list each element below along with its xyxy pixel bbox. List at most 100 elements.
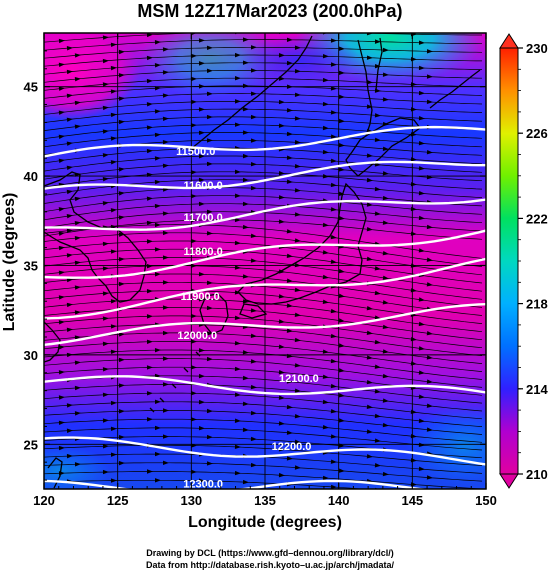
wind-arrow — [426, 74, 433, 79]
wind-arrow — [146, 55, 153, 61]
streamline — [44, 33, 482, 43]
blue-patch-north — [240, 35, 360, 85]
axis-ticks: 120 125 130 135 140 145 150 25 30 35 40 45 — [24, 33, 497, 508]
wind-arrow — [278, 294, 285, 299]
wind-arrow — [286, 379, 293, 384]
wind-arrow — [426, 257, 433, 262]
warm-patch-south-west — [44, 445, 110, 489]
wind-arrow — [154, 425, 161, 431]
wind-arrow — [206, 68, 213, 74]
wind-arrow — [278, 319, 285, 324]
wind-arrow — [198, 84, 205, 89]
wind-arrow — [74, 221, 81, 226]
y-tick-label-40: 40 — [24, 169, 38, 184]
wind-arrow — [366, 454, 373, 459]
plot-area: 11500.0 11600.0 11700.0 11800.0 11900.0 12000… — [44, 33, 486, 489]
wind-arrow — [366, 355, 373, 360]
wind-arrow — [58, 345, 65, 350]
wind-arrow — [102, 82, 109, 87]
wind-arrow — [162, 280, 169, 285]
streamline — [44, 85, 483, 99]
contour-label-12000.0: 12000.0 — [177, 330, 217, 342]
streamline — [44, 46, 483, 59]
wind-arrow — [286, 253, 293, 259]
wind-arrow — [330, 234, 337, 240]
wind-arrow — [322, 54, 329, 59]
contour-label-11600.0: 11600.0 — [184, 180, 223, 192]
wind-arrow — [242, 83, 249, 89]
wind-arrow — [146, 102, 153, 107]
contour-line-11900.0 — [44, 257, 486, 320]
chinese-coast-south — [44, 321, 61, 363]
wind-arrow — [330, 383, 337, 389]
streamline — [44, 232, 483, 267]
wind-arrow — [374, 389, 381, 394]
wind-arrow — [110, 112, 117, 118]
wind-arrow — [118, 215, 125, 220]
wind-arrow — [242, 427, 249, 433]
colorbar-max-arrow — [499, 33, 519, 49]
wind-arrow — [250, 359, 257, 364]
wind-arrow — [74, 100, 81, 106]
streamline — [44, 187, 483, 207]
wind-arrow — [154, 179, 161, 185]
wind-arrow — [330, 207, 337, 212]
wind-arrow — [146, 365, 153, 370]
wind-arrow — [374, 39, 381, 44]
wind-arrow — [154, 86, 161, 91]
streamline — [44, 324, 483, 357]
wind-arrow — [102, 266, 109, 271]
wind-arrow — [58, 420, 65, 425]
wind-arrow — [418, 215, 425, 221]
wind-arrow — [322, 222, 329, 228]
streamline — [44, 39, 483, 51]
wind-arrow — [382, 373, 389, 379]
wind-arrow — [322, 425, 329, 430]
wind-arrow — [102, 392, 109, 398]
wind-arrow — [278, 370, 285, 375]
wind-arrow — [286, 84, 293, 89]
wind-arrow — [206, 138, 213, 143]
wind-arrow — [330, 110, 337, 115]
wind-arrow — [58, 295, 65, 300]
wind-arrow — [286, 303, 293, 308]
wind-arrow — [66, 214, 73, 219]
streamline — [44, 341, 483, 372]
wind-arrow — [250, 384, 257, 390]
streamline — [44, 265, 483, 300]
wind-arrow — [322, 299, 329, 304]
wind-arrow — [58, 86, 65, 91]
wind-arrow — [102, 291, 109, 296]
wind-arrow — [294, 363, 301, 368]
wind-arrow — [154, 156, 161, 161]
wind-arrow — [294, 388, 301, 393]
wind-arrow — [190, 218, 197, 223]
wind-arrow — [234, 470, 241, 476]
wind-arrow — [190, 238, 197, 244]
wind-arrow — [338, 318, 345, 323]
wind-arrow — [294, 212, 301, 217]
wind-arrow — [110, 89, 117, 94]
wind-arrow — [330, 434, 337, 439]
wind-arrow — [162, 139, 169, 145]
wind-arrow — [294, 312, 301, 318]
wind-arrow — [330, 134, 337, 139]
wind-arrow — [410, 336, 417, 342]
wind-arrow — [234, 52, 241, 58]
wind-arrow — [118, 383, 125, 388]
wind-arrow — [294, 414, 301, 419]
wind-arrow — [286, 229, 293, 234]
wind-arrow — [338, 368, 345, 373]
wind-arrow — [250, 308, 257, 313]
wind-arrow — [366, 379, 373, 385]
wind-arrow — [250, 410, 257, 416]
wind-arrow — [278, 269, 285, 274]
wind-arrow — [162, 70, 169, 75]
wind-arrow — [418, 442, 425, 448]
wind-arrow — [330, 259, 337, 264]
wind-arrow — [278, 447, 285, 452]
wind-arrow — [74, 360, 81, 365]
wind-arrow — [74, 124, 81, 129]
wind-arrow — [198, 61, 205, 66]
wind-arrow — [250, 233, 257, 239]
